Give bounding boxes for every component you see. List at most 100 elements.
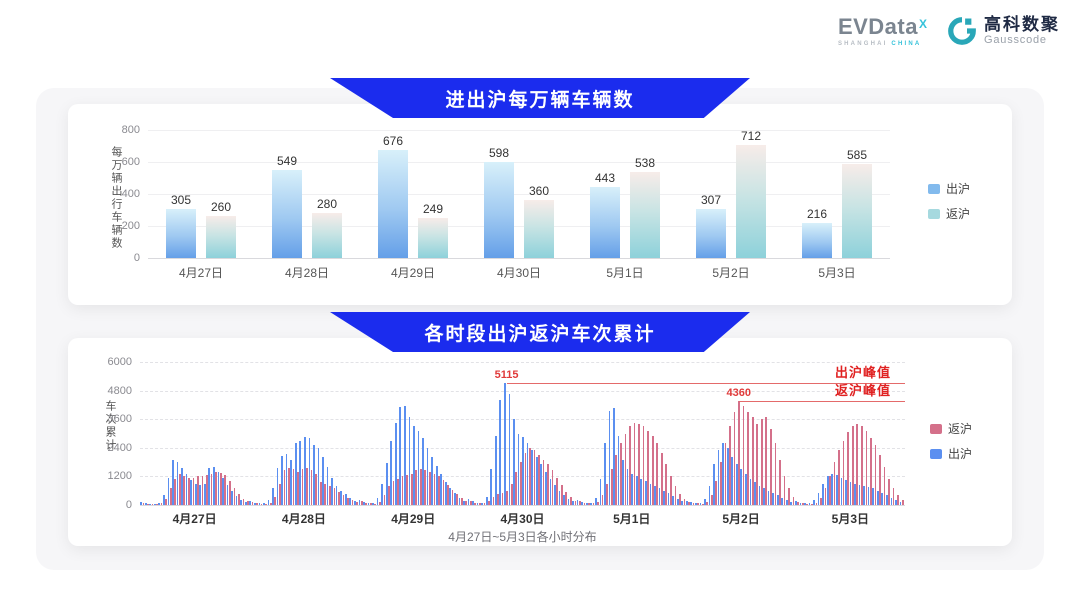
bar-返沪	[392, 481, 395, 505]
bar-wrap: 260	[206, 130, 236, 258]
hour-slot	[772, 362, 777, 505]
hour-slot	[258, 362, 263, 505]
bar-返沪	[579, 501, 581, 505]
bar-出沪	[467, 499, 470, 505]
bar-出沪	[590, 187, 620, 258]
bar-出沪	[353, 500, 356, 505]
bar-返沪	[456, 494, 458, 505]
bar-返沪	[342, 495, 345, 505]
x-tick-label: 5月1日	[613, 512, 651, 526]
hour-slot	[353, 362, 359, 505]
bar-返沪	[874, 445, 877, 505]
bar-出沪	[408, 416, 411, 505]
y-tick-label: 0	[133, 252, 140, 264]
bar-返沪	[524, 452, 527, 505]
chart2-x-axis: 4月27日 4月28日 4月29日 4月30日 5月1日 5月2日 5月3日	[140, 510, 905, 527]
hour-slot	[167, 362, 172, 505]
peak-name-label: 返沪峰值	[834, 383, 891, 399]
hour-slot	[399, 362, 404, 505]
bar-返沪	[274, 496, 277, 505]
bar-value-label: 585	[846, 148, 868, 163]
bar-出沪	[667, 493, 670, 505]
hour-slot	[372, 362, 377, 505]
hour-slot	[845, 362, 850, 505]
gridline	[140, 362, 905, 363]
chart1-title: 进出沪每万辆车辆数	[445, 89, 635, 111]
hour-slot	[899, 362, 904, 505]
hour-slot	[608, 362, 613, 505]
bar-返沪	[838, 450, 840, 505]
hour-slot	[444, 362, 450, 505]
hour-slot	[872, 362, 877, 505]
hour-slot	[831, 362, 836, 505]
hour-slot	[158, 362, 163, 505]
bar-返沪	[192, 477, 195, 505]
gridline	[148, 258, 890, 259]
bar-value-label: 360	[528, 184, 550, 199]
hour-slot	[340, 362, 345, 505]
bar-出沪	[367, 502, 370, 505]
bar-返沪	[601, 495, 604, 505]
bar-出沪	[585, 502, 588, 505]
bar-返沪	[483, 503, 486, 505]
hour-slot	[867, 362, 873, 505]
legend-item-chuhu: 出沪	[928, 180, 970, 197]
legend-swatch-chuhu	[930, 448, 942, 459]
bar-返沪	[569, 497, 572, 505]
bar-返沪	[774, 443, 777, 505]
hour-slot	[367, 362, 372, 505]
bar-返沪	[829, 476, 831, 505]
hour-slot	[594, 362, 600, 505]
bar-出沪	[485, 496, 488, 505]
bar-返沪	[524, 200, 554, 258]
chart1-legend: 出沪 返沪	[928, 180, 970, 222]
bar-出沪	[540, 464, 543, 505]
bar-返沪	[142, 502, 145, 505]
hour-slot	[185, 362, 190, 505]
bar-返沪	[351, 500, 354, 505]
bar-出沪	[799, 502, 802, 505]
hour-slot	[644, 362, 650, 505]
bar-出沪	[308, 438, 311, 505]
bar-返沪	[860, 426, 863, 505]
bar-返沪	[165, 499, 167, 505]
bar-出沪	[422, 438, 424, 505]
bar-出沪	[785, 500, 788, 505]
bar-返沪	[215, 471, 217, 505]
hour-slot	[808, 362, 813, 505]
bar-返沪	[156, 504, 158, 505]
bar-返沪	[397, 478, 399, 505]
bar-出沪	[649, 483, 652, 505]
bar-wrap: 305	[166, 130, 196, 258]
x-tick-label: 4月28日	[284, 266, 330, 280]
bar-返沪	[197, 476, 199, 505]
bar-返沪	[629, 426, 631, 505]
bar-group: 549 280	[254, 130, 360, 258]
bar-返沪	[820, 497, 822, 505]
bar-返沪	[360, 501, 363, 505]
hour-slot	[431, 362, 436, 505]
chart2-plot: 0 1200 2400 3600 4800 6000 5115 出沪峰值 4360 返沪峰值	[108, 356, 905, 511]
bar-返沪	[847, 432, 850, 505]
bar-出沪	[472, 501, 474, 505]
bar-出沪	[149, 503, 152, 505]
bar-返沪	[674, 485, 677, 505]
hour-slot	[585, 362, 591, 505]
bar-出沪	[572, 501, 574, 505]
bar-出沪	[522, 437, 524, 505]
bar-返沪	[879, 454, 881, 505]
bar-返沪	[588, 503, 590, 505]
bar-出沪	[681, 501, 684, 505]
bar-返沪	[260, 503, 263, 505]
hour-slot	[590, 362, 595, 505]
hour-slot	[172, 362, 177, 505]
hour-slot	[763, 362, 768, 505]
bar-出沪	[713, 464, 715, 505]
evdata-logo-text: EVData	[837, 14, 918, 39]
bar-返沪	[615, 454, 618, 505]
hour-slot	[513, 362, 518, 505]
hour-slot	[722, 362, 727, 505]
hour-slot	[640, 362, 645, 505]
bar-返沪	[206, 216, 236, 258]
bar-出沪	[831, 474, 834, 505]
